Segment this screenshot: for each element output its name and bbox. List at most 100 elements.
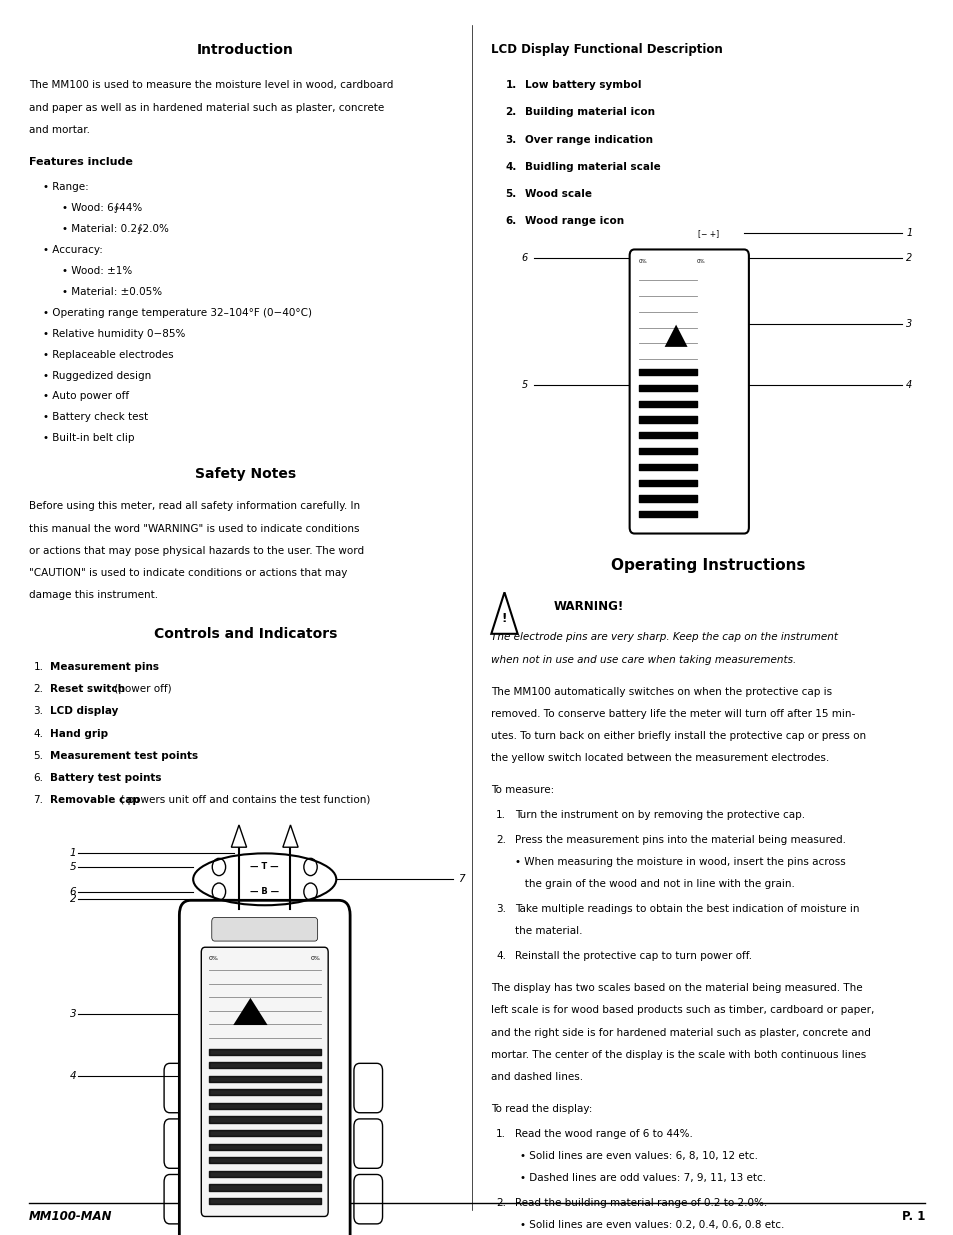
FancyBboxPatch shape [629, 249, 748, 534]
Text: • Operating range temperature 32–104°F (0−40°C): • Operating range temperature 32–104°F (… [43, 308, 312, 317]
Text: the material.: the material. [515, 926, 582, 936]
Text: 1: 1 [905, 228, 912, 238]
Text: and paper as well as in hardened material such as plaster, concrete: and paper as well as in hardened materia… [29, 103, 383, 112]
Text: Operating Instructions: Operating Instructions [611, 558, 804, 573]
Text: Introduction: Introduction [197, 43, 294, 57]
Text: (power off): (power off) [112, 684, 172, 694]
FancyBboxPatch shape [354, 1119, 382, 1168]
Text: The electrode pins are very sharp. Keep the cap on the instrument: The electrode pins are very sharp. Keep … [491, 632, 838, 642]
Polygon shape [282, 825, 297, 847]
Text: Over range indication: Over range indication [524, 135, 652, 144]
Text: Safety Notes: Safety Notes [194, 467, 296, 480]
Text: Read the wood range of 6 to 44%.: Read the wood range of 6 to 44%. [515, 1129, 692, 1139]
Text: MM100-MAN: MM100-MAN [29, 1210, 112, 1224]
FancyBboxPatch shape [164, 1174, 193, 1224]
Text: 0%: 0% [638, 259, 646, 264]
Text: • Material: ±0.05%: • Material: ±0.05% [62, 287, 162, 296]
FancyBboxPatch shape [354, 1174, 382, 1224]
Text: — B —: — B — [250, 887, 279, 897]
Text: 4.: 4. [496, 951, 505, 961]
Text: The display has two scales based on the material being measured. The: The display has two scales based on the … [491, 983, 862, 993]
Text: 4: 4 [70, 1071, 76, 1081]
Text: Low battery symbol: Low battery symbol [524, 80, 640, 90]
Text: 4: 4 [905, 380, 912, 390]
Text: • Wood: ±1%: • Wood: ±1% [62, 266, 132, 275]
Text: — T —: — T — [250, 862, 279, 872]
Text: or actions that may pose physical hazards to the user. The word: or actions that may pose physical hazard… [29, 546, 363, 556]
Text: 4.: 4. [505, 162, 517, 172]
Text: Wood range icon: Wood range icon [524, 216, 623, 226]
Text: 0%: 0% [696, 259, 704, 264]
Text: the grain of the wood and not in line with the grain.: the grain of the wood and not in line wi… [515, 879, 794, 889]
Text: LCD Display Functional Description: LCD Display Functional Description [491, 43, 722, 57]
Text: 5: 5 [520, 380, 527, 390]
Text: Hand grip: Hand grip [50, 729, 108, 739]
Text: Battery test points: Battery test points [50, 773, 161, 783]
Polygon shape [233, 998, 267, 1025]
Text: 0%: 0% [209, 956, 218, 961]
Text: Reinstall the protective cap to turn power off.: Reinstall the protective cap to turn pow… [515, 951, 752, 961]
Text: 7: 7 [457, 874, 464, 884]
Text: when not in use and use care when taking measurements.: when not in use and use care when taking… [491, 655, 796, 664]
Text: 2.: 2. [496, 1198, 505, 1208]
Text: • Built-in belt clip: • Built-in belt clip [43, 433, 134, 443]
Text: • Range:: • Range: [43, 182, 89, 191]
Text: utes. To turn back on either briefly install the protective cap or press on: utes. To turn back on either briefly ins… [491, 731, 865, 741]
Text: LCD display: LCD display [50, 706, 118, 716]
Text: left scale is for wood based products such as timber, cardboard or paper,: left scale is for wood based products su… [491, 1005, 874, 1015]
Text: 2.: 2. [496, 835, 505, 845]
FancyBboxPatch shape [164, 1119, 193, 1168]
Text: Turn the instrument on by removing the protective cap.: Turn the instrument on by removing the p… [515, 810, 804, 820]
Text: !: ! [501, 613, 507, 625]
Text: 6: 6 [520, 253, 527, 263]
Text: • Material: 0.2∲2.0%: • Material: 0.2∲2.0% [62, 224, 169, 233]
Text: • Auto power off: • Auto power off [43, 391, 129, 401]
Text: P. 1: P. 1 [901, 1210, 924, 1224]
Text: 3: 3 [70, 1009, 76, 1019]
Text: 5.: 5. [33, 751, 43, 761]
FancyBboxPatch shape [164, 1063, 193, 1113]
Text: removed. To conserve battery life the meter will turn off after 15 min-: removed. To conserve battery life the me… [491, 709, 855, 719]
Text: the yellow switch located between the measurement electrodes.: the yellow switch located between the me… [491, 753, 829, 763]
Text: 1.: 1. [496, 1129, 505, 1139]
Text: Removable cap: Removable cap [50, 795, 139, 805]
Text: 1.: 1. [496, 810, 505, 820]
Text: • Battery check test: • Battery check test [43, 412, 148, 422]
Text: Buidling material scale: Buidling material scale [524, 162, 659, 172]
Text: 2: 2 [905, 253, 912, 263]
Text: 5.: 5. [505, 189, 517, 199]
Text: Press the measurement pins into the material being measured.: Press the measurement pins into the mate… [515, 835, 845, 845]
Polygon shape [231, 825, 246, 847]
Text: 4.: 4. [33, 729, 43, 739]
Text: • Ruggedized design: • Ruggedized design [43, 370, 151, 380]
Text: 2.: 2. [33, 684, 43, 694]
Text: Take multiple readings to obtain the best indication of moisture in: Take multiple readings to obtain the bes… [515, 904, 859, 914]
Polygon shape [491, 593, 517, 634]
Text: Controls and Indicators: Controls and Indicators [153, 627, 337, 641]
Text: mortar. The center of the display is the scale with both continuous lines: mortar. The center of the display is the… [491, 1050, 865, 1060]
Text: • When measuring the moisture in wood, insert the pins across: • When measuring the moisture in wood, i… [515, 857, 845, 867]
Text: [− +]: [− +] [697, 228, 719, 238]
Text: 3.: 3. [505, 135, 517, 144]
Text: 1: 1 [70, 848, 76, 858]
Text: ( powers unit off and contains the test function): ( powers unit off and contains the test … [116, 795, 370, 805]
Text: Read the building material range of 0.2 to 2.0%.: Read the building material range of 0.2 … [515, 1198, 766, 1208]
Text: Wood scale: Wood scale [524, 189, 591, 199]
Text: • Replaceable electrodes: • Replaceable electrodes [43, 350, 173, 359]
Text: To measure:: To measure: [491, 785, 554, 795]
Text: To read the display:: To read the display: [491, 1104, 592, 1114]
Text: 3.: 3. [33, 706, 43, 716]
Text: 6: 6 [70, 887, 76, 897]
Text: and mortar.: and mortar. [29, 125, 90, 135]
Text: • Wood: 6∲44%: • Wood: 6∲44% [62, 203, 142, 212]
FancyBboxPatch shape [201, 947, 328, 1216]
Text: Reset switch: Reset switch [50, 684, 125, 694]
FancyBboxPatch shape [212, 918, 317, 941]
Text: • Dashed lines are odd values: 7, 9, 11, 13 etc.: • Dashed lines are odd values: 7, 9, 11,… [519, 1173, 765, 1183]
Text: • Solid lines are even values: 0.2, 0.4, 0.6, 0.8 etc.: • Solid lines are even values: 0.2, 0.4,… [519, 1220, 783, 1230]
Text: The MM100 automatically switches on when the protective cap is: The MM100 automatically switches on when… [491, 687, 832, 697]
Text: Features include: Features include [29, 157, 132, 167]
Text: and the right side is for hardened material such as plaster, concrete and: and the right side is for hardened mater… [491, 1028, 870, 1037]
Text: 0%: 0% [311, 956, 320, 961]
Text: 2.: 2. [505, 107, 517, 117]
